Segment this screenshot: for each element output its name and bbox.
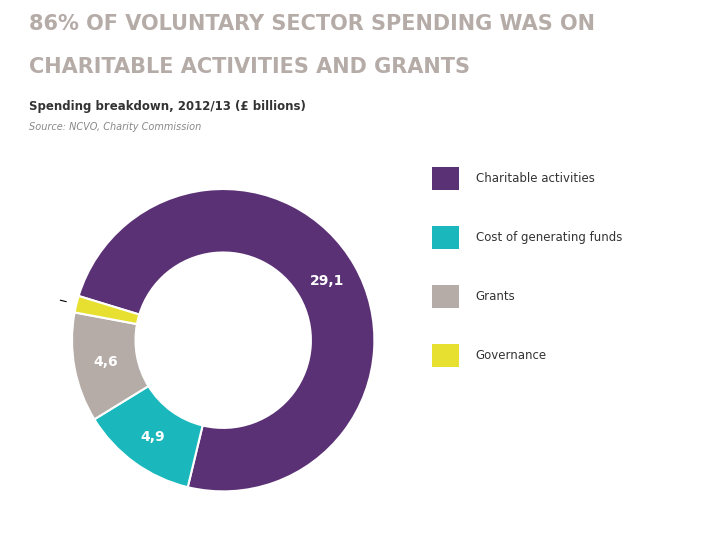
Bar bbox=[432, 344, 459, 367]
Text: Grants: Grants bbox=[476, 290, 516, 303]
Bar bbox=[432, 226, 459, 249]
Text: 4,9: 4,9 bbox=[140, 430, 166, 444]
Text: 86% OF VOLUNTARY SECTOR SPENDING WAS ON: 86% OF VOLUNTARY SECTOR SPENDING WAS ON bbox=[29, 14, 595, 33]
Text: Cost of generating funds: Cost of generating funds bbox=[476, 231, 622, 244]
Bar bbox=[432, 167, 459, 190]
Text: Spending breakdown, 2012/13 (£ billions): Spending breakdown, 2012/13 (£ billions) bbox=[29, 100, 306, 113]
Wedge shape bbox=[75, 296, 140, 324]
Text: 4,6: 4,6 bbox=[94, 355, 118, 369]
Text: Governance: Governance bbox=[476, 349, 547, 362]
Wedge shape bbox=[78, 189, 374, 491]
Text: 29,1: 29,1 bbox=[310, 274, 344, 288]
Bar bbox=[432, 285, 459, 308]
Text: 0,7: 0,7 bbox=[30, 289, 66, 303]
Wedge shape bbox=[94, 386, 202, 487]
Text: Source: NCVO, Charity Commission: Source: NCVO, Charity Commission bbox=[29, 122, 201, 132]
Text: CHARITABLE ACTIVITIES AND GRANTS: CHARITABLE ACTIVITIES AND GRANTS bbox=[29, 57, 470, 77]
Text: Charitable activities: Charitable activities bbox=[476, 172, 595, 185]
Wedge shape bbox=[72, 313, 148, 420]
